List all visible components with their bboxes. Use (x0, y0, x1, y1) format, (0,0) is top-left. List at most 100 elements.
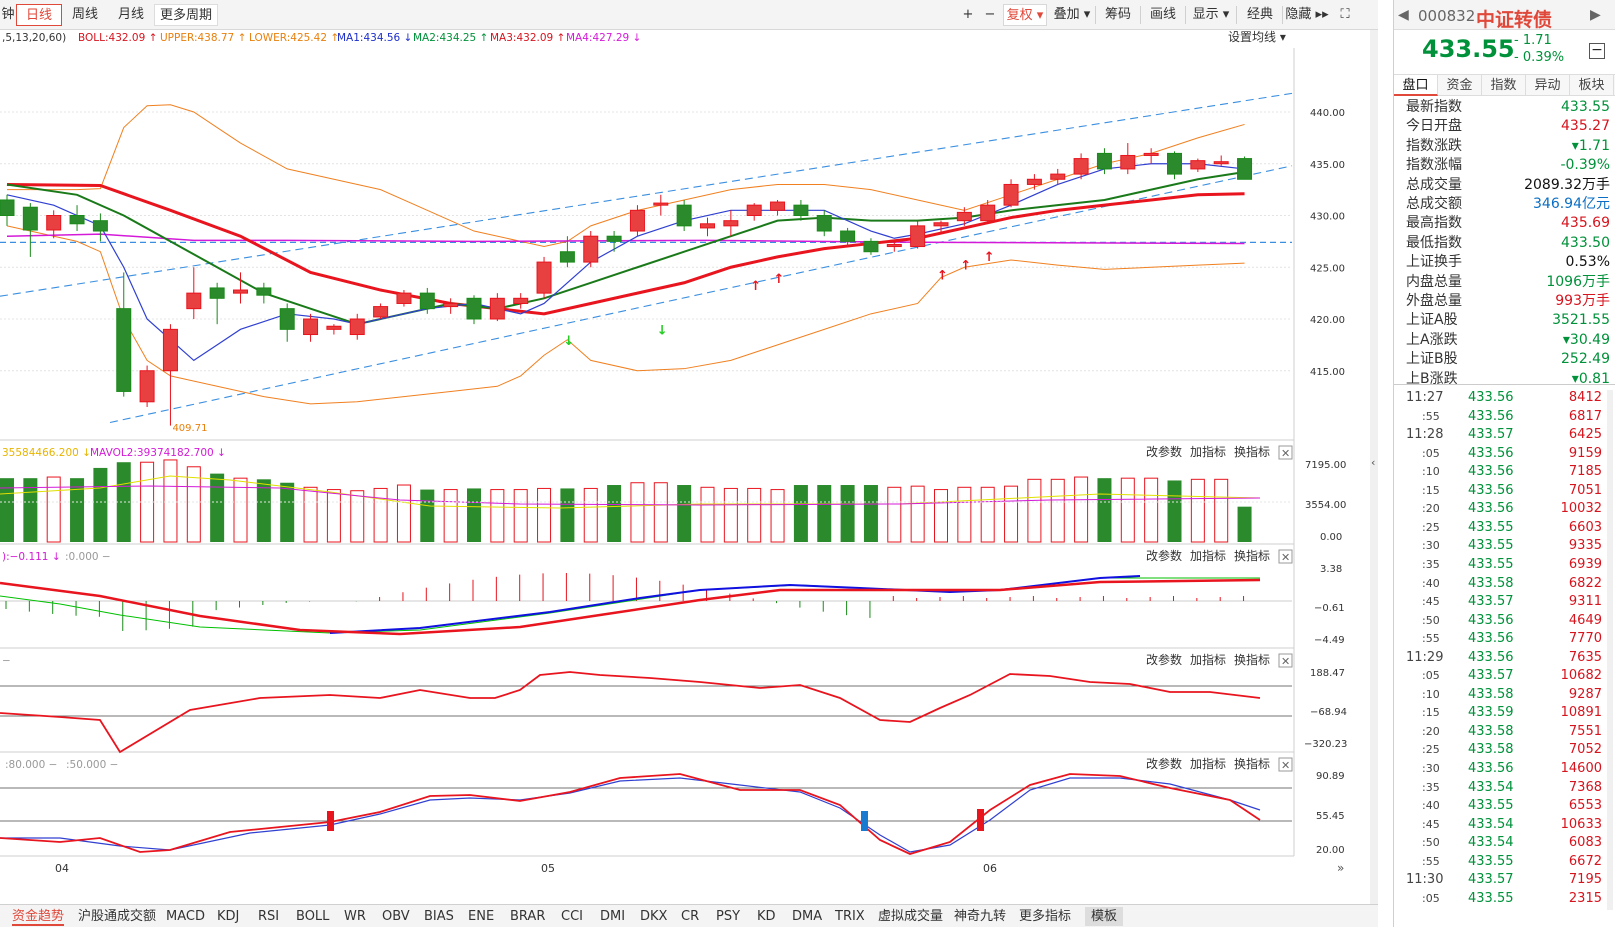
volume-bar (443, 489, 458, 543)
scroll-right-icon[interactable]: » (1337, 861, 1344, 875)
tick-time: :35 (1422, 780, 1440, 794)
trendline-lower (109, 165, 1293, 424)
quote-stat-row: 最新指数 433.55 (1406, 97, 1610, 117)
volume-bar (116, 462, 131, 542)
tab-rsi[interactable]: RSI (258, 909, 280, 924)
stat-label: 指数涨幅 (1406, 157, 1462, 174)
tick-time: :30 (1422, 539, 1440, 553)
close-panel-icon[interactable] (1278, 445, 1293, 460)
volume-bar (46, 476, 61, 543)
splitter-handle[interactable] (1370, 30, 1378, 904)
candle-body (676, 204, 692, 227)
period-minute-button[interactable]: 钟 (1, 7, 15, 22)
tab-cci[interactable]: CCI (561, 909, 583, 924)
tab-virtual-volume[interactable]: 虚拟成交量 (878, 909, 944, 924)
add-indicator-button[interactable]: 加指标 (1190, 548, 1226, 563)
tick-time: :45 (1422, 817, 1440, 831)
close-panel-icon[interactable] (1278, 757, 1293, 772)
tab-template[interactable]: 模板 (1085, 907, 1124, 926)
draw-line-button[interactable]: 画线 (1149, 7, 1176, 22)
add-indicator-button[interactable]: 加指标 (1190, 756, 1226, 771)
chips-button[interactable]: 筹码 (1104, 7, 1131, 22)
zoom-out-button[interactable]: − (984, 7, 996, 22)
tab-hsgt-volume[interactable]: 沪股通成交额 (78, 909, 157, 924)
stat-label: 上A涨跌 (1406, 331, 1458, 348)
display-dropdown[interactable]: 显示 ▾ (1192, 7, 1230, 22)
ma2-line (6, 171, 1245, 326)
tab-bias[interactable]: BIAS (424, 909, 454, 924)
tab-sector[interactable]: 板块 (1570, 75, 1614, 96)
add-indicator-button[interactable]: 加指标 (1190, 444, 1226, 459)
candle-body (536, 261, 552, 294)
tab-capital-trend[interactable]: 资金趋势 (12, 909, 65, 926)
tab-dma[interactable]: DMA (792, 909, 823, 924)
tab-trix[interactable]: TRIX (835, 909, 865, 924)
tab-wr[interactable]: WR (344, 909, 366, 924)
tab-kdj[interactable]: KDJ (217, 909, 240, 924)
close-panel-icon[interactable] (1278, 653, 1293, 668)
collapse-icon[interactable]: − (1589, 43, 1605, 59)
quote-stat-row: 指数涨幅 -0.39% (1406, 155, 1610, 175)
ma-settings-button[interactable]: 设置均线 ▾ (1228, 30, 1286, 44)
classic-button[interactable]: 经典 (1246, 7, 1273, 22)
tab-magic-nine[interactable]: 神奇九转 (954, 909, 1007, 924)
forward-arrow-icon[interactable]: ▶ (1590, 7, 1601, 23)
tab-handicap[interactable]: 盘口 (1394, 75, 1438, 96)
close-icon[interactable]: ✕ (1281, 551, 1290, 564)
close-icon[interactable]: ✕ (1281, 759, 1290, 772)
edit-params-button[interactable]: 改参数 (1146, 444, 1182, 459)
tab-psy[interactable]: PSY (716, 909, 741, 924)
tab-capital[interactable]: 资金 (1438, 75, 1482, 96)
tab-cr[interactable]: CR (681, 909, 700, 924)
tab-index[interactable]: 指数 (1482, 75, 1526, 96)
close-icon[interactable]: ✕ (1281, 447, 1290, 460)
edit-params-button[interactable]: 改参数 (1146, 652, 1182, 667)
tab-obv[interactable]: OBV (382, 909, 410, 924)
close-icon[interactable]: ✕ (1281, 655, 1290, 668)
period-monthly-button[interactable]: 月线 (117, 7, 144, 22)
tick-row: :35 433.55 6939 (1394, 555, 1615, 574)
fullscreen-icon[interactable]: ⛶ (1340, 7, 1350, 22)
volume-bar (1074, 476, 1089, 543)
edit-params-button[interactable]: 改参数 (1146, 756, 1182, 771)
tab-macd[interactable]: MACD (166, 909, 205, 924)
tab-dkx[interactable]: DKX (640, 909, 668, 924)
more-periods-dropdown[interactable]: 更多周期 ▾ (154, 4, 218, 45)
main-series (0, 92, 1293, 424)
stat-label: 总成交额 (1406, 196, 1462, 212)
tab-anomaly[interactable]: 异动 (1526, 75, 1570, 96)
hide-button[interactable]: 隐藏 ▸▸ (1285, 7, 1329, 22)
add-indicator-button[interactable]: 加指标 (1190, 652, 1226, 667)
tick-price: 433.55 (1468, 798, 1514, 814)
tab-more-indicators[interactable]: 更多指标 (1019, 909, 1072, 924)
edit-params-button[interactable]: 改参数 (1146, 548, 1182, 563)
kdj-axis-label: 90.89 (1316, 771, 1345, 782)
cci-panel-controls: 改参数 加指标 换指标 ✕ (1146, 652, 1293, 668)
volume-bar (607, 485, 622, 542)
quote-stat-row: 上B涨跌 ▾0.81 (1406, 369, 1610, 389)
back-arrow-icon[interactable]: ◀ (1398, 7, 1409, 23)
price-axis-label: 430.00 (1310, 212, 1345, 223)
candle-body (466, 297, 482, 320)
tab-dmi[interactable]: DMI (600, 909, 626, 924)
switch-indicator-button[interactable]: 换指标 (1234, 756, 1270, 771)
mavol2-legend: MAVOL2:39374182.700 ↓ (90, 447, 226, 459)
switch-indicator-button[interactable]: 换指标 (1234, 652, 1270, 667)
adjust-dropdown[interactable]: 复权 ▾ (1003, 4, 1047, 26)
tab-boll[interactable]: BOLL (296, 909, 330, 924)
close-panel-icon[interactable] (1278, 549, 1293, 564)
tab-ene[interactable]: ENE (468, 909, 495, 924)
tick-scrollbar[interactable] (1607, 390, 1613, 910)
collapse-panel-icon[interactable]: ‹ (1371, 456, 1375, 469)
zoom-in-button[interactable]: + (962, 7, 974, 22)
period-weekly-button[interactable]: 周线 (71, 7, 98, 22)
cci-line (0, 671, 1261, 754)
tab-kd[interactable]: KD (757, 909, 776, 924)
overlay-dropdown[interactable]: 叠加 ▾ (1053, 7, 1091, 22)
switch-indicator-button[interactable]: 换指标 (1234, 444, 1270, 459)
period-daily-button[interactable]: 日线 (16, 4, 62, 26)
switch-indicator-button[interactable]: 换指标 (1234, 548, 1270, 563)
kdj-axis-label: 55.45 (1316, 811, 1345, 822)
tab-brar[interactable]: BRAR (510, 909, 546, 924)
kline-chart[interactable]: ,5,13,20,60) BOLL:432.09 ↑ UPPER:438.77 … (0, 30, 1378, 904)
